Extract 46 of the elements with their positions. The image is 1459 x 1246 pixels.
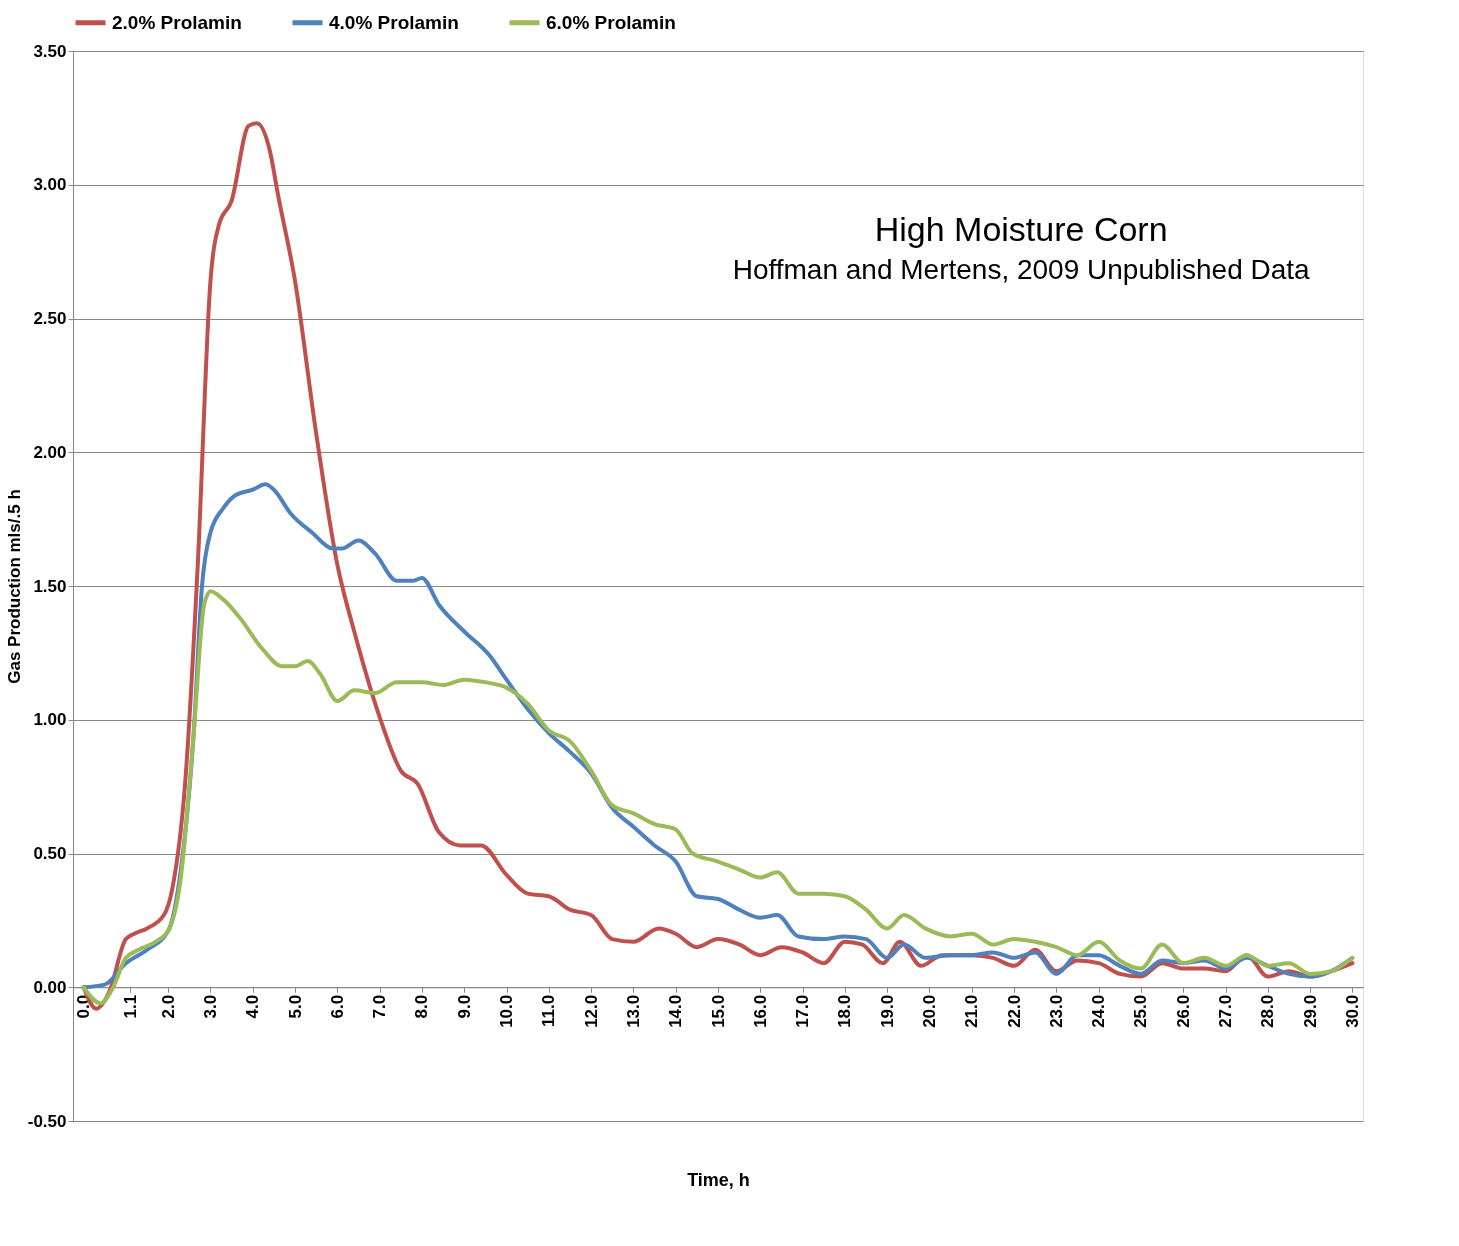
x-tick-label: 27.0	[1216, 994, 1236, 1028]
x-tick-label: 6.0	[327, 994, 347, 1019]
y-tick-label: 1.00	[33, 710, 67, 730]
legend-label: 6.0% Prolamin	[546, 11, 676, 33]
x-tick-label: 4.0	[243, 994, 263, 1019]
x-tick-label: 24.0	[1089, 994, 1109, 1028]
y-tick-label: 3.50	[33, 41, 67, 61]
x-tick-label: 3.0	[200, 994, 220, 1019]
x-tick-label: 16.0	[750, 994, 770, 1028]
x-tick-label: 13.0	[623, 994, 643, 1028]
x-tick-label: 5.0	[285, 994, 305, 1019]
x-tick-label: 1.1	[120, 994, 140, 1019]
x-tick-label: 8.0	[412, 994, 432, 1019]
y-tick-label: 2.50	[33, 309, 67, 328]
x-tick-label: 14.0	[666, 994, 686, 1028]
y-tick-label: 0.00	[33, 977, 67, 997]
x-tick-label: 21.0	[962, 994, 982, 1028]
x-tick-label: 26.0	[1173, 994, 1193, 1028]
x-tick-label: 2.0	[158, 994, 178, 1019]
x-tick-label: 19.0	[877, 994, 897, 1028]
y-axis-title: Gas Production mls/.5 h	[4, 489, 24, 684]
x-tick-label: 10.0	[497, 994, 517, 1028]
x-tick-label: 23.0	[1046, 994, 1066, 1028]
x-tick-label: 18.0	[835, 994, 855, 1028]
legend-label: 2.0% Prolamin	[112, 11, 242, 33]
annotation: Hoffman and Mertens, 2009 Unpublished Data	[732, 254, 1311, 285]
x-tick-label: 28.0	[1258, 994, 1278, 1028]
y-tick-label: 2.00	[33, 442, 67, 462]
x-tick-label: 29.0	[1300, 994, 1320, 1028]
y-tick-label: -0.50	[27, 1111, 67, 1131]
y-tick-label: 1.50	[33, 576, 67, 596]
y-tick-label: 0.50	[33, 844, 67, 863]
annotation: High Moisture Corn	[874, 210, 1168, 248]
x-tick-label: 11.0	[539, 994, 559, 1027]
x-tick-label: 30.0	[1342, 994, 1362, 1028]
legend-label: 4.0% Prolamin	[329, 11, 459, 33]
x-tick-label: 22.0	[1004, 994, 1024, 1028]
x-tick-label: 20.0	[919, 994, 939, 1028]
y-tick-label: 3.00	[33, 175, 67, 195]
x-tick-label: 12.0	[581, 994, 601, 1028]
x-tick-label: 9.0	[454, 994, 474, 1019]
x-tick-label: 17.0	[793, 994, 813, 1028]
x-axis-title: Time, h	[687, 1169, 750, 1190]
x-tick-label: 7.0	[370, 994, 390, 1019]
x-tick-label: 25.0	[1131, 994, 1151, 1028]
x-tick-label: 15.0	[708, 994, 728, 1028]
